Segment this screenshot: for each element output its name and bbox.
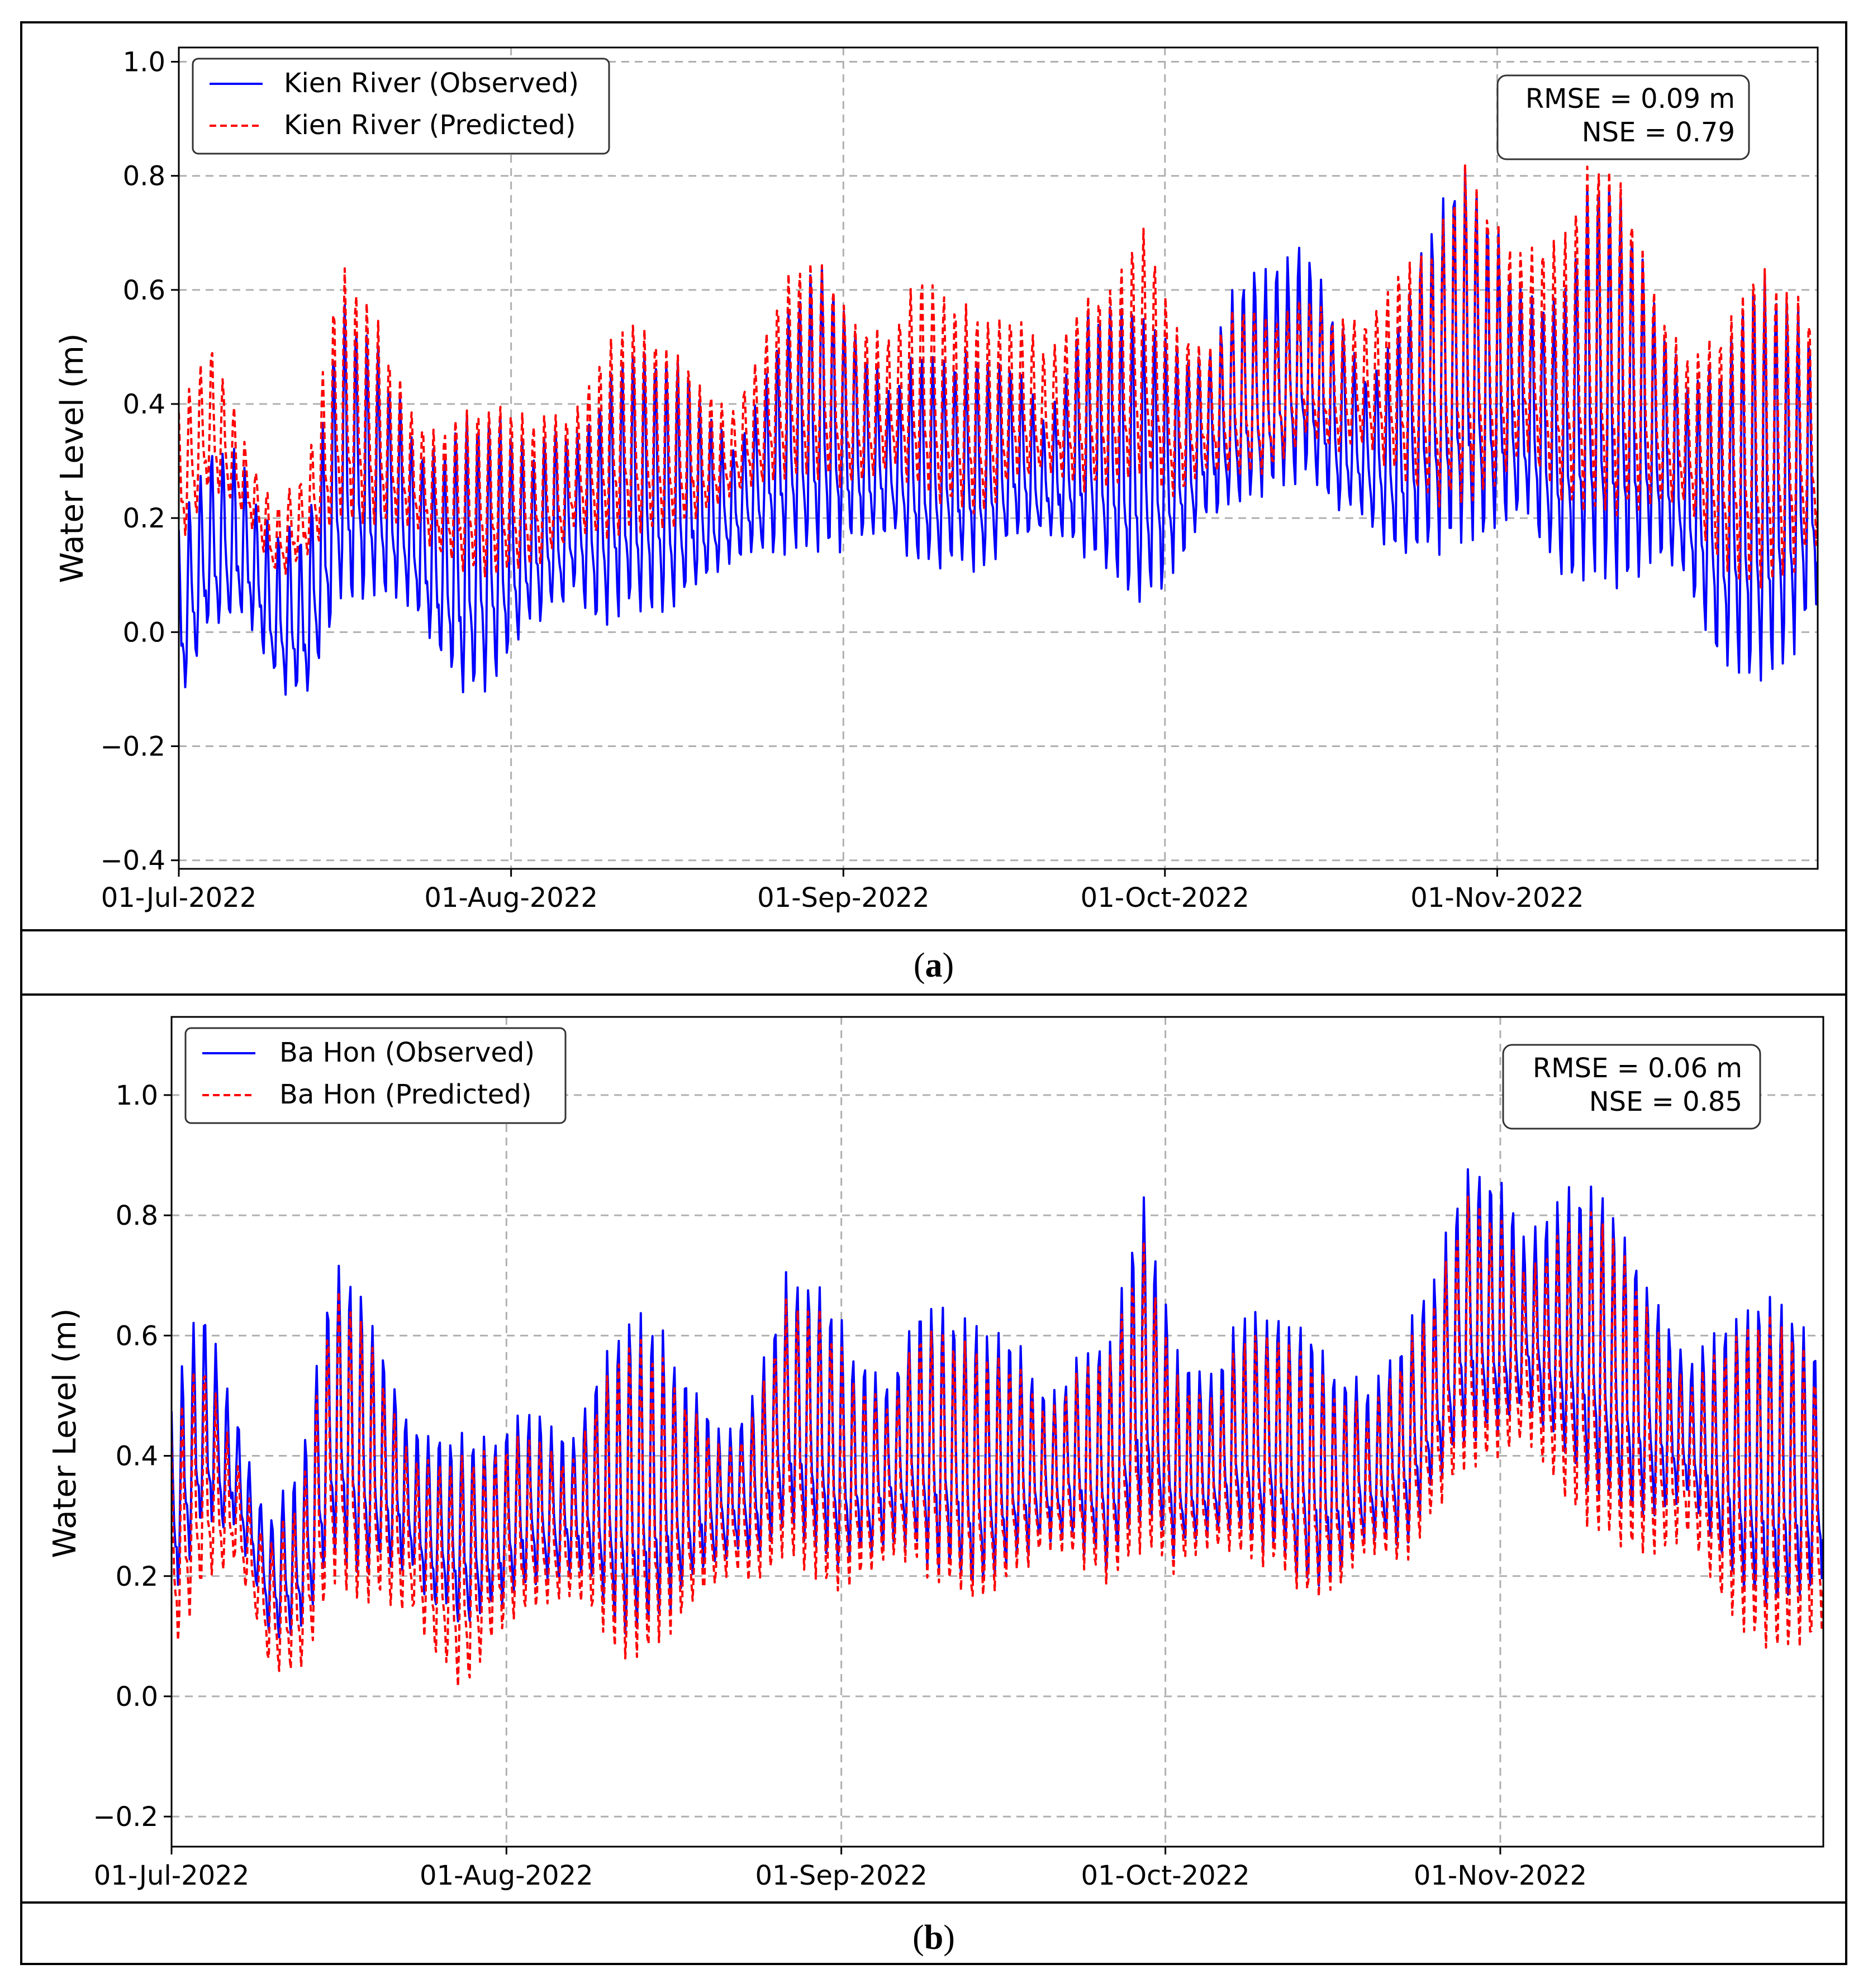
panel-a-stats-box: RMSE = 0.09 m NSE = 0.79 xyxy=(1496,74,1750,160)
panel-b-legend: Ba Hon (Observed) Ba Hon (Predicted) xyxy=(184,1027,567,1124)
panel-b-caption: (b) xyxy=(912,1919,955,1957)
y-tick-label: 0.0 xyxy=(116,1681,158,1713)
x-tick-label: 01-Sep-2022 xyxy=(757,882,929,914)
panel-a-legend-observed: Kien River (Observed) xyxy=(284,68,579,99)
y-tick-label: 0.2 xyxy=(116,1561,158,1592)
panel-a-y-ticks: −0.4 −0.2 0.0 0.2 0.4 0.6 0.8 1.0 xyxy=(100,47,179,877)
y-tick-label: −0.2 xyxy=(100,731,165,763)
x-tick-label: 01-Oct-2022 xyxy=(1081,1860,1250,1891)
x-tick-label: 01-Aug-2022 xyxy=(424,882,598,914)
panel-a-axes-frame xyxy=(178,46,1819,870)
panel-b-stats-box: RMSE = 0.06 m NSE = 0.85 xyxy=(1502,1044,1761,1130)
x-tick-label: 01-Nov-2022 xyxy=(1410,882,1584,914)
y-tick-label: 0.2 xyxy=(123,503,165,534)
x-tick-label: 01-Aug-2022 xyxy=(420,1860,593,1891)
panel-a-legend: Kien River (Observed) Kien River (Predic… xyxy=(192,58,610,155)
x-tick-label: 01-Nov-2022 xyxy=(1414,1860,1587,1891)
panel-a-legend-predicted: Kien River (Predicted) xyxy=(284,110,576,141)
y-tick-label: 1.0 xyxy=(123,47,165,78)
panel-b-axes-frame xyxy=(170,1016,1824,1848)
panel-b-x-ticks: 01-Jul-2022 01-Aug-2022 01-Sep-2022 01-Oct-… xyxy=(94,1847,1587,1891)
panel-b-legend-observed: Ba Hon (Observed) xyxy=(279,1037,535,1068)
panel-a-y-axis-label: Water Level (m) xyxy=(54,333,91,583)
figure-frame xyxy=(20,21,1847,1965)
y-tick-label: −0.2 xyxy=(93,1801,158,1833)
panel-a-chart: −0.4−0.20.00.20.40.60.81.0 01-Jul-2022 01… xyxy=(54,46,1819,985)
x-tick-label: 01-Jul-2022 xyxy=(94,1860,249,1891)
y-tick-label: 0.4 xyxy=(116,1441,158,1472)
y-tick-label: 0.4 xyxy=(123,389,165,420)
panel-b-y-ticks: −0.2 0.0 0.2 0.4 0.6 0.8 1.0 xyxy=(93,1080,172,1833)
y-tick-label: 0.0 xyxy=(123,617,165,648)
panel-a-caption: (a) xyxy=(914,947,954,985)
panel-b-rmse: RMSE = 0.06 m xyxy=(1533,1053,1742,1084)
panel-b-y-axis-label: Water Level (m) xyxy=(47,1308,83,1558)
panel-b-nse: NSE = 0.85 xyxy=(1589,1086,1742,1117)
panel-a-rmse: RMSE = 0.09 m xyxy=(1525,83,1735,115)
panel-b-chart: −0.2 0.0 0.2 0.4 0.6 0.8 1.0 01-Jul-2022 01-Aug… xyxy=(47,1016,1824,1957)
x-tick-label: 01-Jul-2022 xyxy=(101,882,256,914)
panel-a-predicted-line xyxy=(179,163,1818,589)
y-tick-label: 1.0 xyxy=(116,1080,158,1111)
panel-a-x-ticks: 01-Jul-2022 01-Aug-2022 01-Sep-2022 01-Oct-… xyxy=(101,869,1584,914)
y-tick-label: 0.8 xyxy=(116,1200,158,1231)
panel-b-predicted-line xyxy=(172,1195,1823,1688)
x-tick-label: 01-Oct-2022 xyxy=(1081,882,1249,914)
y-tick-label: 0.6 xyxy=(116,1320,158,1352)
y-tick-label: 0.6 xyxy=(123,275,165,306)
panel-b-legend-predicted: Ba Hon (Predicted) xyxy=(279,1079,532,1110)
x-tick-label: 01-Sep-2022 xyxy=(755,1860,927,1891)
panel-a-nse: NSE = 0.79 xyxy=(1582,117,1735,148)
y-tick-label: −0.4 xyxy=(100,845,165,877)
y-tick-label: 0.8 xyxy=(123,161,165,192)
